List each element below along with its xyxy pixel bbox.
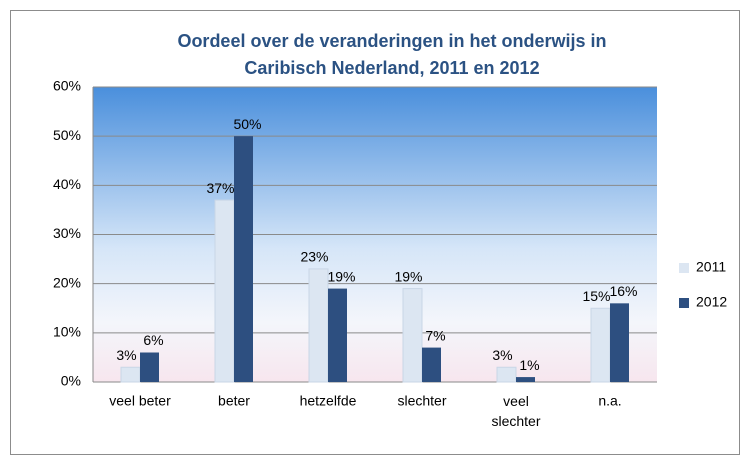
y-tick-label: 50% — [53, 127, 81, 143]
data-label: 19% — [394, 268, 422, 284]
bar — [610, 303, 629, 382]
x-tick-label: veel beter — [109, 393, 171, 409]
data-label: 6% — [143, 332, 163, 348]
bar — [120, 366, 141, 383]
data-label: 23% — [300, 249, 328, 265]
y-tick-label: 20% — [53, 274, 81, 290]
chart-title: Oordeel over de veranderingen in het ond… — [177, 31, 606, 51]
x-tick-label: n.a. — [598, 393, 621, 409]
legend-swatch — [679, 263, 689, 273]
y-tick-label: 30% — [53, 225, 81, 241]
chart-title: Caribisch Nederland, 2011 en 2012 — [244, 58, 539, 78]
bar — [422, 347, 441, 382]
bar — [516, 377, 535, 382]
bar — [496, 366, 517, 383]
bar — [234, 136, 253, 382]
data-label: 3% — [116, 347, 136, 363]
bar — [590, 307, 611, 383]
x-tick-label: hetzelfde — [300, 393, 357, 409]
legend-swatch — [679, 298, 689, 308]
data-label: 16% — [609, 283, 637, 299]
bar — [328, 288, 347, 382]
data-label: 19% — [327, 268, 355, 284]
bar — [308, 268, 329, 383]
x-tick-label: slechter — [397, 393, 446, 409]
y-tick-label: 10% — [53, 324, 81, 340]
y-tick-label: 60% — [53, 78, 81, 94]
y-tick-label: 0% — [61, 373, 81, 389]
data-label: 50% — [233, 116, 261, 132]
data-label: 3% — [492, 347, 512, 363]
data-label: 15% — [582, 288, 610, 304]
bar — [214, 199, 235, 383]
bar — [140, 352, 159, 382]
data-label: 37% — [206, 180, 234, 196]
x-tick-label: veel slechter — [491, 393, 540, 429]
x-tick-label: beter — [218, 393, 250, 409]
legend-label: 2012 — [696, 294, 727, 310]
data-label: 7% — [425, 327, 445, 343]
y-tick-label: 40% — [53, 176, 81, 192]
legend-label: 2011 — [696, 259, 726, 275]
data-label: 1% — [519, 357, 539, 373]
bar — [402, 288, 423, 383]
